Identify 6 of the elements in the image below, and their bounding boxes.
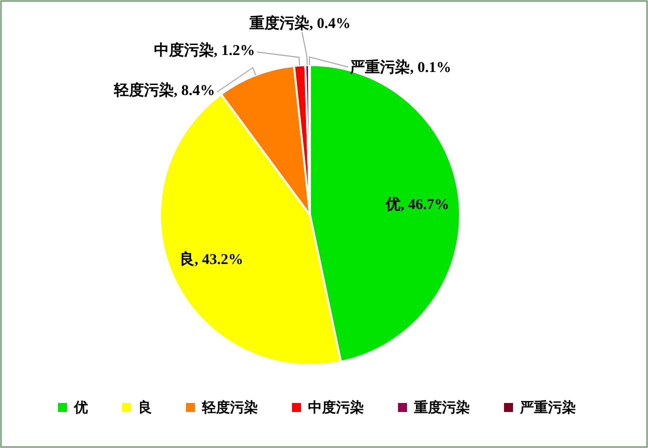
legend-label: 优 [73, 400, 88, 416]
legend-label: 严重污染 [519, 399, 576, 416]
legend-label: 中度污染 [308, 399, 364, 416]
legend-label: 轻度污染 [201, 399, 258, 416]
legend-label: 重度污染 [413, 399, 470, 416]
legend-label: 良 [138, 399, 152, 416]
